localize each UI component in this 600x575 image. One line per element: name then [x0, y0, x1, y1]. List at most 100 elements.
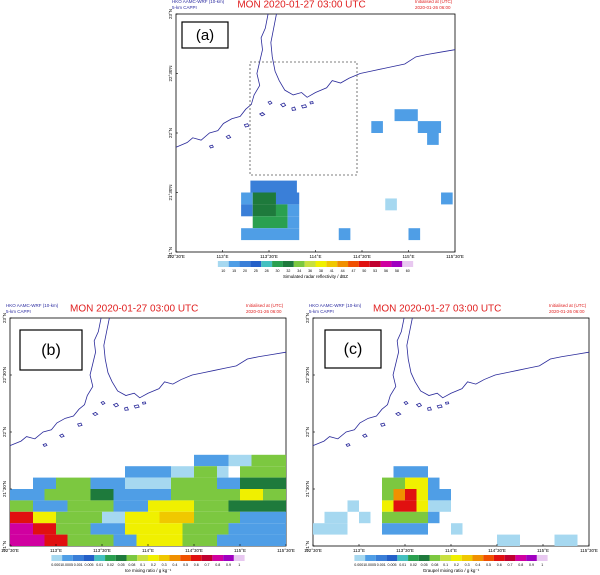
init-label: Initialised at (UTC) — [246, 303, 284, 308]
grid-cell — [10, 500, 33, 512]
colorbar-tick-label: 25 — [254, 269, 258, 273]
colorbar-tick-label: 0.08 — [128, 563, 135, 567]
x-tick-label: 113°30'E — [260, 254, 278, 259]
colorbar-tick-label: 0.7 — [508, 563, 513, 567]
valid-time: MON 2020-01-27 03:00 UTC — [237, 0, 365, 11]
grid-cell — [113, 534, 137, 546]
grid-cell — [382, 477, 405, 489]
colorbar-tick-label: 0.1 — [140, 563, 145, 567]
y-tick-label: 23°N — [168, 9, 173, 19]
colorbar-swatch — [440, 555, 451, 561]
colorbar-swatch — [536, 555, 548, 561]
colorbar-swatch — [293, 261, 305, 267]
colorbar-swatch — [169, 555, 181, 561]
colorbar-swatch — [326, 261, 338, 267]
x-tick-label: 114°30'E — [488, 548, 506, 553]
model-name: HKO AAMC-WRF (10-km) — [172, 0, 225, 4]
grid-cell — [159, 511, 194, 524]
colorbar-swatch — [228, 261, 240, 267]
grid-cell — [113, 500, 148, 512]
colorbar-tick-label: 0.05 — [421, 563, 428, 567]
colorbar-swatch — [451, 555, 462, 561]
grid-cell — [171, 477, 217, 489]
colorbar-swatch — [472, 555, 484, 561]
grid-cell — [56, 477, 91, 489]
grid-cell — [217, 534, 286, 546]
x-tick-label: 114°30'E — [185, 548, 203, 553]
grid-cell — [113, 489, 171, 501]
grid-cell — [393, 489, 405, 501]
grid-cell — [394, 109, 418, 122]
colorbar-tick-label: 1 — [238, 563, 240, 567]
grid-cell — [217, 466, 229, 478]
colorbar-tick-label: 0.7 — [205, 563, 210, 567]
colorbar-swatch — [94, 555, 106, 561]
x-tick-label: 114°E — [142, 548, 154, 553]
colorbar-tick-label: 0.02 — [410, 563, 417, 567]
x-tick-label: 113°E — [353, 548, 365, 553]
grid-cell — [416, 489, 428, 501]
colorbar-tick-label: 10 — [221, 269, 225, 273]
colorbar-swatch — [304, 261, 316, 267]
colorbar-tick-label: 0.9 — [529, 563, 534, 567]
grid-cell — [441, 192, 453, 205]
grid-cell — [90, 523, 125, 535]
grid-cell — [347, 500, 359, 512]
colorbar-swatch — [212, 555, 224, 561]
colorbar-swatch — [51, 555, 63, 561]
grid-cell — [241, 192, 253, 205]
colorbar-swatch — [348, 261, 359, 267]
grid-cell — [417, 121, 442, 133]
y-tick-label: 22°N — [168, 128, 173, 138]
grid-cell — [171, 489, 194, 501]
colorbar-swatch — [315, 261, 327, 267]
colorbar-swatch — [461, 555, 473, 561]
colorbar-tick-label: 47 — [351, 269, 355, 273]
y-tick-label: 22°30'N — [2, 367, 7, 383]
x-tick-label: 112°30'E — [304, 548, 322, 553]
colorbar-tick-label: 30 — [276, 269, 280, 273]
colorbar-swatch — [105, 555, 116, 561]
colorbar-swatch — [483, 555, 494, 561]
y-tick-label: 21°30'N — [305, 481, 310, 497]
grid-cell — [382, 511, 428, 524]
colorbar-tick-label: 0.005 — [387, 563, 396, 567]
colorbar-tick-label: 0.3 — [162, 563, 167, 567]
colorbar-swatch — [282, 261, 294, 267]
grid-cell — [338, 228, 351, 241]
colorbar-tick-label: 0.02 — [107, 563, 114, 567]
colorbar-tick-label: 56 — [384, 269, 388, 273]
grid-cell — [263, 489, 286, 501]
colorbar-swatch — [337, 261, 349, 267]
grid-cell — [228, 523, 286, 535]
grid-cell — [33, 511, 56, 524]
y-tick-label: 21°30'N — [2, 481, 7, 497]
level-name: 5-km CAPPI — [6, 309, 31, 314]
colorbar-swatch — [158, 555, 170, 561]
colorbar-tick-label: 38 — [319, 269, 323, 273]
colorbar-tick-label: 44 — [341, 269, 345, 273]
colorbar-tick-label: 34 — [297, 269, 301, 273]
colorbar-tick-label: 20 — [243, 269, 247, 273]
x-tick-label: 112°30'E — [167, 254, 185, 259]
grid-cell — [228, 454, 252, 467]
y-tick-label: 22°N — [2, 427, 7, 437]
colorbar-tick-label: 0.001 — [377, 563, 386, 567]
colorbar-tick-label: 0.01 — [399, 563, 406, 567]
panel-label-box — [181, 21, 229, 49]
colorbar-tick-label: 0.6 — [194, 563, 199, 567]
colorbar-swatch — [386, 555, 398, 561]
grid-cell — [194, 466, 217, 478]
grid-cell — [56, 523, 91, 535]
grid-cell — [10, 523, 33, 535]
colorbar-tick-label: 0.05 — [118, 563, 125, 567]
grid-cell — [393, 466, 428, 478]
colorbar-tick-label: 0.2 — [151, 563, 156, 567]
x-tick-label: 114°E — [310, 254, 322, 259]
colorbar-label: Simulated radar reflectivity / dBZ — [283, 274, 348, 279]
colorbar-tick-label: 15 — [232, 269, 236, 273]
colorbar-swatch — [375, 555, 387, 561]
grid-cell — [44, 534, 68, 546]
x-tick-label: 113°30'E — [396, 548, 414, 553]
colorbar-swatch — [72, 555, 84, 561]
